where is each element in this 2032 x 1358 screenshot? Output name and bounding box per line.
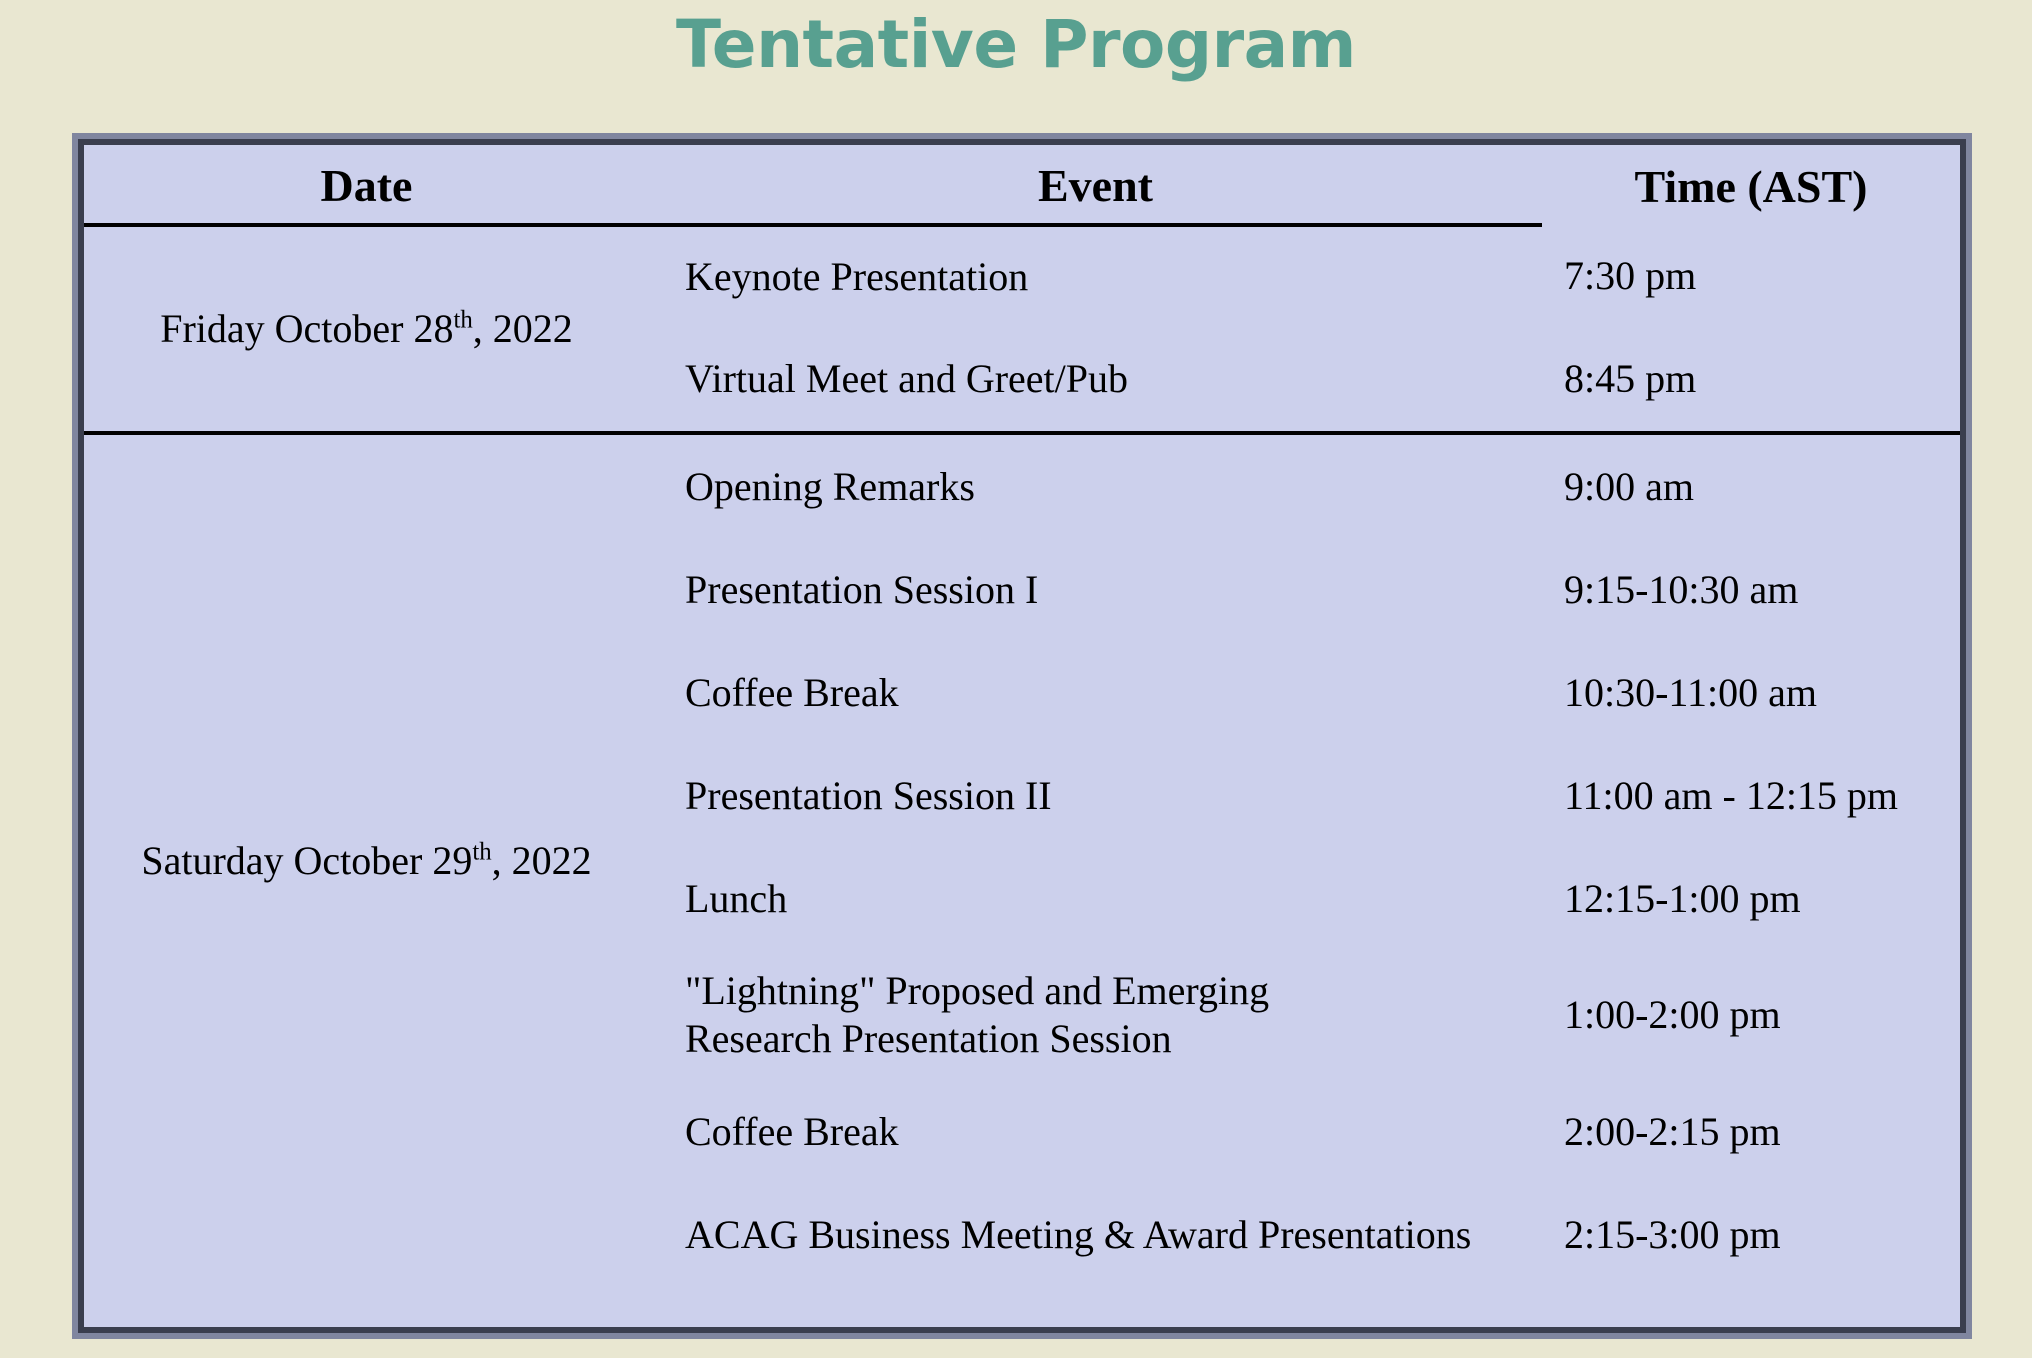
event-cell: Presentation Session I <box>685 566 1039 612</box>
time-cell: 9:15-10:30 am <box>1564 566 1799 612</box>
date-cell-friday: Friday October 28th, 2022 <box>84 225 649 433</box>
table-row: Virtual Meet and Greet/Pub 8:45 pm <box>84 327 1960 433</box>
time-cell: 9:00 am <box>1542 431 1960 538</box>
date-ordinal-suffix: th <box>472 838 492 866</box>
table-row: "Lightning" Proposed and Emerging Resear… <box>84 950 1960 1080</box>
event-cell: "Lightning" Proposed and Emerging Resear… <box>649 950 1542 1080</box>
event-line-2: Research Presentation Session <box>685 1016 1172 1061</box>
table-row: Presentation Session I 9:15-10:30 am <box>84 538 1960 641</box>
time-cell: 7:30 pm <box>1564 253 1697 298</box>
event-cell: Opening Remarks <box>649 431 1542 538</box>
title-bar: Tentative Program <box>0 0 2032 84</box>
table-row: Coffee Break 10:30-11:00 am <box>84 641 1960 744</box>
event-cell: Lunch <box>685 875 788 921</box>
date-prefix: Friday October 28 <box>160 306 454 351</box>
event-cell: ACAG Business Meeting & Award Presentati… <box>685 1212 1472 1257</box>
table-row: Lunch 12:15-1:00 pm <box>84 847 1960 950</box>
event-cell: Coffee Break <box>685 669 899 715</box>
date-tail: , 2022 <box>472 306 573 351</box>
column-header-event: Event <box>649 145 1542 227</box>
date-tail: , 2022 <box>491 838 592 883</box>
time-cell: 10:30-11:00 am <box>1564 669 1817 715</box>
page-title: Tentative Program <box>676 6 1356 83</box>
event-cell: Presentation Session II <box>685 772 1052 818</box>
time-cell: 11:00 am - 12:15 pm <box>1564 772 1899 818</box>
event-cell: Coffee Break <box>685 1108 899 1154</box>
program-table: Date Event Time (AST) Friday October 28t… <box>84 145 1960 1287</box>
table-row: Saturday October 29th, 2022 Opening Rema… <box>84 431 1960 1287</box>
time-cell: 2:15-3:00 pm <box>1564 1212 1781 1257</box>
date-prefix: Saturday October 29 <box>141 838 473 883</box>
event-cell: Keynote Presentation <box>685 254 1029 299</box>
date-ordinal-suffix: th <box>453 306 473 334</box>
column-header-date: Date <box>84 145 649 227</box>
time-cell: 8:45 pm <box>1564 356 1697 401</box>
table-row: ACAG Business Meeting & Award Presentati… <box>84 1183 1960 1287</box>
column-header-time: Time (AST) <box>1634 161 1868 212</box>
event-cell: Virtual Meet and Greet/Pub <box>685 356 1129 401</box>
table-row: Friday October 28th, 2022 Keynote Presen… <box>84 225 1960 351</box>
table-header-row: Date Event Time (AST) <box>84 145 1960 227</box>
time-cell: 1:00-2:00 pm <box>1564 992 1781 1037</box>
program-table-frame: Date Event Time (AST) Friday October 28t… <box>72 133 1972 1339</box>
table-row: Coffee Break 2:00-2:15 pm <box>84 1080 1960 1183</box>
event-line-1: "Lightning" Proposed and Emerging <box>685 968 1270 1013</box>
time-cell: 2:00-2:15 pm <box>1564 1108 1781 1154</box>
time-cell: 12:15-1:00 pm <box>1564 875 1801 921</box>
date-cell-saturday: Saturday October 29th, 2022 <box>84 431 649 1287</box>
table-row: Presentation Session II 11:00 am - 12:15… <box>84 744 1960 847</box>
